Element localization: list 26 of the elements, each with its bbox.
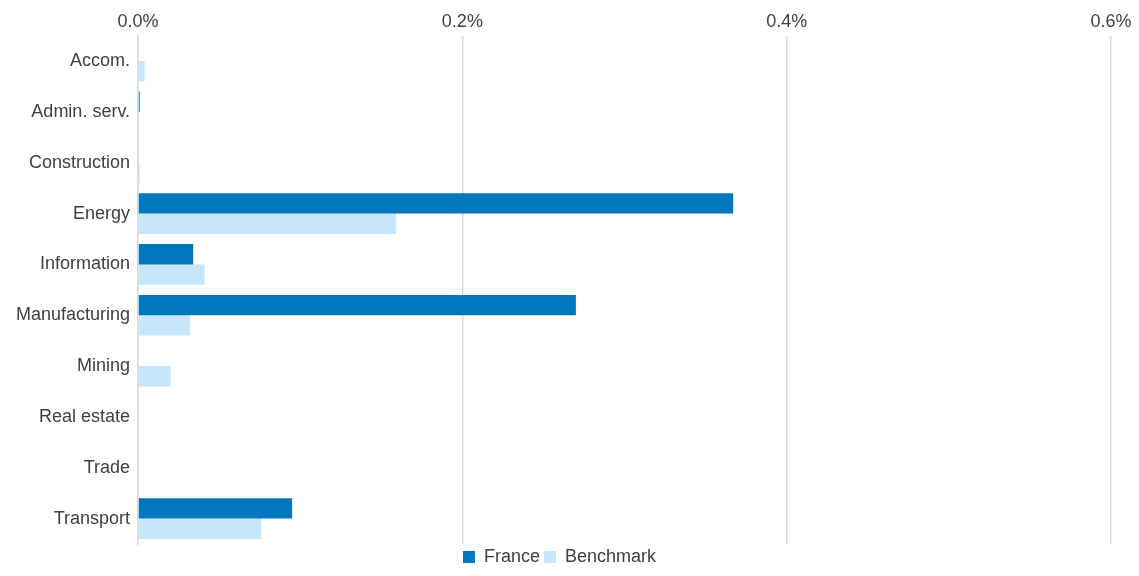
- x-tick-label: 0.0%: [117, 10, 159, 31]
- bar: [138, 61, 145, 82]
- legend-label: France: [483, 545, 540, 566]
- bar: [138, 498, 293, 519]
- y-tick-label: Energy: [73, 202, 131, 223]
- x-tick-label: 0.6%: [1090, 10, 1132, 31]
- y-tick-label: Real estate: [39, 405, 131, 426]
- y-tick-label: Manufacturing: [15, 304, 131, 325]
- bar: [138, 366, 171, 387]
- bar: [138, 193, 734, 214]
- bar: [138, 213, 396, 234]
- y-tick-label: Accom.: [70, 49, 131, 70]
- bar: [138, 264, 205, 285]
- bar: [138, 518, 262, 539]
- x-tick-label: 0.2%: [441, 10, 483, 31]
- y-tick-label: Admin. serv.: [31, 100, 131, 121]
- bar: [138, 244, 194, 265]
- bar: [138, 315, 190, 336]
- y-tick-label: Construction: [29, 151, 131, 172]
- y-tick-label: Transport: [53, 507, 131, 528]
- x-tick-label: 0.4%: [766, 10, 808, 31]
- y-tick-label: Information: [40, 253, 131, 274]
- bar: [138, 294, 576, 316]
- y-tick-label: Trade: [83, 456, 131, 477]
- legend-label: Benchmark: [564, 545, 658, 566]
- y-tick-label: Mining: [77, 355, 131, 376]
